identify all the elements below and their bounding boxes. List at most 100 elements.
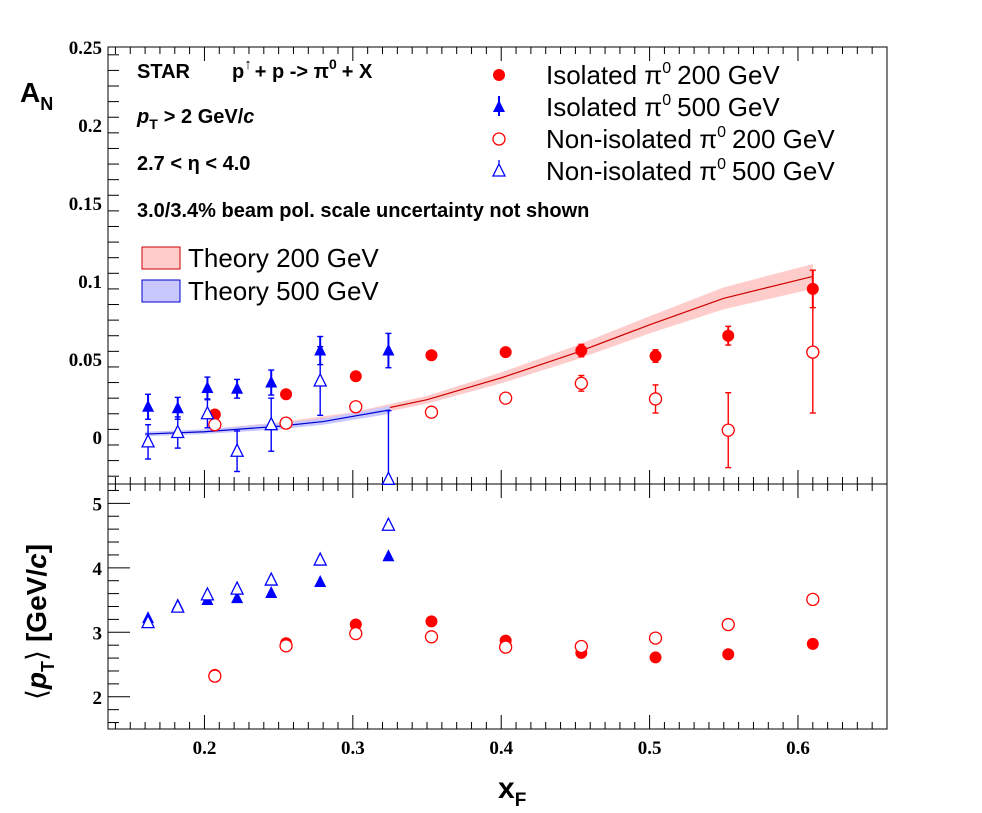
top-ytick-label-5: 0.25 xyxy=(69,38,102,59)
legend-label-non500: Non-isolated π0 500 GeV xyxy=(546,156,835,186)
marker-non200-top-4 xyxy=(499,391,513,405)
theory-line-th500 xyxy=(145,409,391,435)
marker-non200-bot-5 xyxy=(574,639,588,654)
bottom-ylabel-close: ] xyxy=(21,544,52,553)
marker-iso500-top-6 xyxy=(382,343,395,356)
legend-marker-iso200 xyxy=(493,69,505,81)
marker-non200-top-3 xyxy=(424,405,439,419)
top-ytick-label-3: 0.15 xyxy=(69,194,102,215)
marker-non500-top-2 xyxy=(200,405,215,420)
bottom-ylabel-sub: T xyxy=(38,661,58,672)
marker-non200-bot-3 xyxy=(424,630,439,644)
legend-iso500-pre: Isolated π xyxy=(546,92,662,122)
theory-bands xyxy=(145,263,813,437)
marker-non200-top-6 xyxy=(648,392,663,406)
theory-legend-label-500: Theory 500 GeV xyxy=(188,276,379,306)
legend-non200-sup: 0 xyxy=(717,124,726,141)
annotation-pt: pT > 2 GeV/c xyxy=(136,106,254,132)
xtick-label-4: 0.6 xyxy=(786,738,810,759)
top-ylabel-sub: N xyxy=(40,94,53,114)
top-ytick-label-4: 0.2 xyxy=(78,116,102,137)
marker-iso500-bot-4 xyxy=(265,585,278,598)
top-data-points xyxy=(141,269,820,485)
marker-iso500-bot-3 xyxy=(231,591,244,604)
annotation-reaction-sup: 0 xyxy=(329,56,337,72)
marker-non200-top-7 xyxy=(721,423,735,437)
legend-iso500-sup: 0 xyxy=(662,92,671,109)
marker-non200-bot-6 xyxy=(648,631,663,645)
marker-non200-bot-7 xyxy=(721,617,735,632)
marker-non200-top-0 xyxy=(208,418,222,432)
marker-iso500-top-0 xyxy=(142,399,155,412)
bottom-ylabel: ⟨pT⟩ [GeV/c] xyxy=(21,544,58,700)
bottom-ylabel-unit: [GeV/ xyxy=(21,569,52,642)
annotation-reaction-rest: + p -> π xyxy=(255,61,329,83)
bottom-ytick-label-3: 5 xyxy=(93,494,103,515)
annotation-reaction-end: + X xyxy=(342,61,373,83)
marker-non500-bot-3 xyxy=(230,580,245,595)
marker-non500-bot-1 xyxy=(170,598,185,613)
legend-iso500-post: 500 GeV xyxy=(677,92,780,122)
legend-label-iso500: Isolated π0 500 GeV xyxy=(546,92,780,122)
marker-non200-bot-4 xyxy=(499,640,513,654)
marker-iso200-top-4 xyxy=(499,346,512,359)
marker-non500-top-0 xyxy=(141,433,156,448)
legend-non200-pre: Non-isolated π xyxy=(546,124,717,154)
bottom-panel-frame xyxy=(107,483,888,730)
marker-non200-top-8 xyxy=(806,345,820,359)
legend-non200-post: 200 GeV xyxy=(732,124,835,154)
marker-non500-bot-6 xyxy=(381,516,396,531)
marker-iso500-top-3 xyxy=(231,381,244,394)
marker-iso500-top-2 xyxy=(201,381,214,394)
marker-non200-bot-8 xyxy=(806,592,820,607)
marker-iso200-top-3 xyxy=(425,349,438,362)
marker-non200-top-5 xyxy=(574,376,588,390)
marker-iso200-top-6 xyxy=(649,350,662,363)
marker-iso500-bot-6 xyxy=(382,549,395,562)
xlabel: xF xyxy=(498,772,526,811)
bottom-data-points xyxy=(141,516,820,683)
marker-iso500-top-4 xyxy=(265,375,278,388)
annotation-pt-c: c xyxy=(243,106,254,128)
top-ytick-label-0: 0 xyxy=(93,428,103,449)
theory-legend-swatch-500 xyxy=(141,279,181,303)
xtick-label-1: 0.3 xyxy=(341,738,365,759)
marker-iso200-bot-7 xyxy=(722,648,735,661)
marker-non500-top-1 xyxy=(170,424,185,439)
bottom-ytick-label-0: 2 xyxy=(93,688,103,709)
legend-non500-post: 500 GeV xyxy=(732,156,835,186)
xtick-label-3: 0.5 xyxy=(638,738,662,759)
marker-non200-bot-2 xyxy=(349,626,363,641)
annotation-pol: 3.0/3.4% beam pol. scale uncertainty not… xyxy=(137,200,589,222)
xtick-label-0: 0.2 xyxy=(193,738,217,759)
marker-non500-top-3 xyxy=(230,442,245,457)
marker-iso500-top-1 xyxy=(171,401,184,414)
top-ytick-label-2: 0.1 xyxy=(78,272,102,293)
legend-iso200-pre: Isolated π xyxy=(546,60,662,90)
legend-marker-non200 xyxy=(492,132,506,146)
legend-marker-non500 xyxy=(491,162,507,177)
marker-iso200-bot-3 xyxy=(425,615,438,628)
marker-non200-top-2 xyxy=(349,400,363,414)
marker-non200-bot-1 xyxy=(279,639,293,653)
marker-non500-top-6 xyxy=(381,470,396,485)
annotation-reaction-arrow: ↑ xyxy=(244,56,252,73)
marker-non200-top-1 xyxy=(279,416,293,430)
legend-iso200-sup: 0 xyxy=(662,60,671,77)
annotation-pt-p: p xyxy=(136,106,149,128)
marker-non500-bot-5 xyxy=(313,551,328,566)
marker-non500-top-5 xyxy=(313,372,328,387)
marker-non500-top-4 xyxy=(264,416,279,431)
bottom-ytick-label-1: 3 xyxy=(93,623,103,644)
bottom-ytick-label-2: 4 xyxy=(93,559,103,580)
legend-non500-pre: Non-isolated π xyxy=(546,156,717,186)
xlabel-main: x xyxy=(498,772,515,805)
marker-non200-bot-0 xyxy=(208,669,222,683)
marker-iso200-top-1 xyxy=(280,388,293,401)
theory-legend-swatch-200 xyxy=(141,246,181,270)
marker-iso200-top-5 xyxy=(575,344,588,357)
bottom-ylabel-rang: ⟩ xyxy=(21,650,52,661)
top-ytick-label-1: 0.05 xyxy=(69,350,102,371)
theory-legend: Theory 200 GeV Theory 500 GeV xyxy=(141,243,379,306)
